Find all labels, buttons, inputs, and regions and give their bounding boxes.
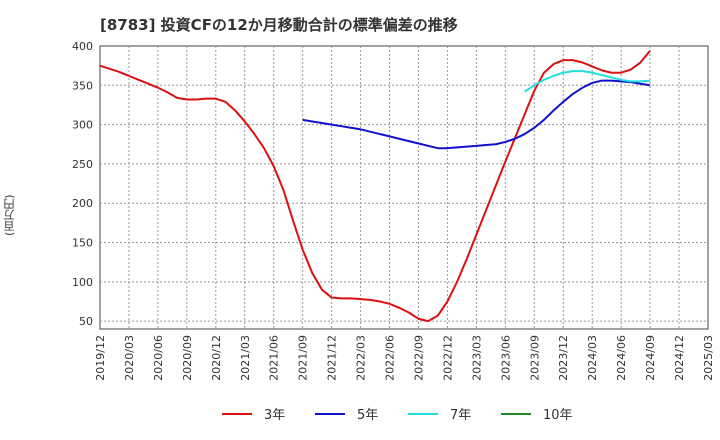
x-tick-label: 2020/03 <box>123 335 136 381</box>
x-tick-label: 2019/12 <box>94 335 107 381</box>
x-tick-label: 2023/06 <box>499 335 512 381</box>
x-tick-label: 2023/12 <box>557 335 570 381</box>
x-tick-label: 2020/09 <box>181 335 194 381</box>
x-tick-label: 2020/06 <box>152 335 165 381</box>
grid-lines <box>100 46 708 329</box>
x-tick-label: 2022/03 <box>355 335 368 381</box>
x-tick-label: 2024/09 <box>644 335 657 381</box>
legend-label: 5年 <box>357 408 378 423</box>
series-line-2 <box>302 79 651 150</box>
x-tick-label: 2024/06 <box>615 335 628 381</box>
x-tick-label: 2022/06 <box>384 335 397 381</box>
y-tick-label: 50 <box>79 315 93 328</box>
x-tick-label: 2021/09 <box>297 335 310 381</box>
y-tick-label: 200 <box>72 197 93 210</box>
y-tick-label: 150 <box>72 237 93 250</box>
y-tick-label: 400 <box>72 40 93 53</box>
x-tick-label: 2022/09 <box>412 335 425 381</box>
legend-label: 7年 <box>450 408 471 423</box>
series-line-1 <box>99 50 651 323</box>
y-tick-label: 250 <box>72 158 93 171</box>
x-tick-label: 2024/03 <box>586 335 599 381</box>
chart-title: [8783] 投資CFの12か月移動合計の標準偏差の推移 <box>100 16 458 34</box>
y-tick-label: 300 <box>72 119 93 132</box>
x-tick-label: 2021/06 <box>268 335 281 381</box>
legend-label: 10年 <box>543 408 573 423</box>
x-tick-label: 2025/03 <box>702 335 715 381</box>
series-line-3 <box>524 70 651 93</box>
x-axis-ticks: 2019/12 2020/03 2020/06 2020/09 2020/12 2021/… <box>94 335 715 381</box>
series-lines <box>99 50 651 323</box>
x-tick-label: 2024/12 <box>673 335 686 381</box>
y-tick-label: 350 <box>72 79 93 92</box>
plot-area <box>99 45 709 330</box>
x-tick-label: 2023/09 <box>528 335 541 381</box>
x-tick-label: 2023/03 <box>470 335 483 381</box>
legend-label: 3年 <box>264 408 285 423</box>
x-tick-label: 2021/03 <box>239 335 252 381</box>
x-tick-label: 2022/12 <box>441 335 454 381</box>
x-tick-label: 2020/12 <box>210 335 223 381</box>
x-tick-label: 2021/12 <box>326 335 339 381</box>
y-axis-ticks: 50 100 150 200 250 300 350 400 <box>72 40 93 328</box>
legend: 3年 5年 7年 10年 <box>222 408 573 423</box>
y-tick-label: 100 <box>72 276 93 289</box>
